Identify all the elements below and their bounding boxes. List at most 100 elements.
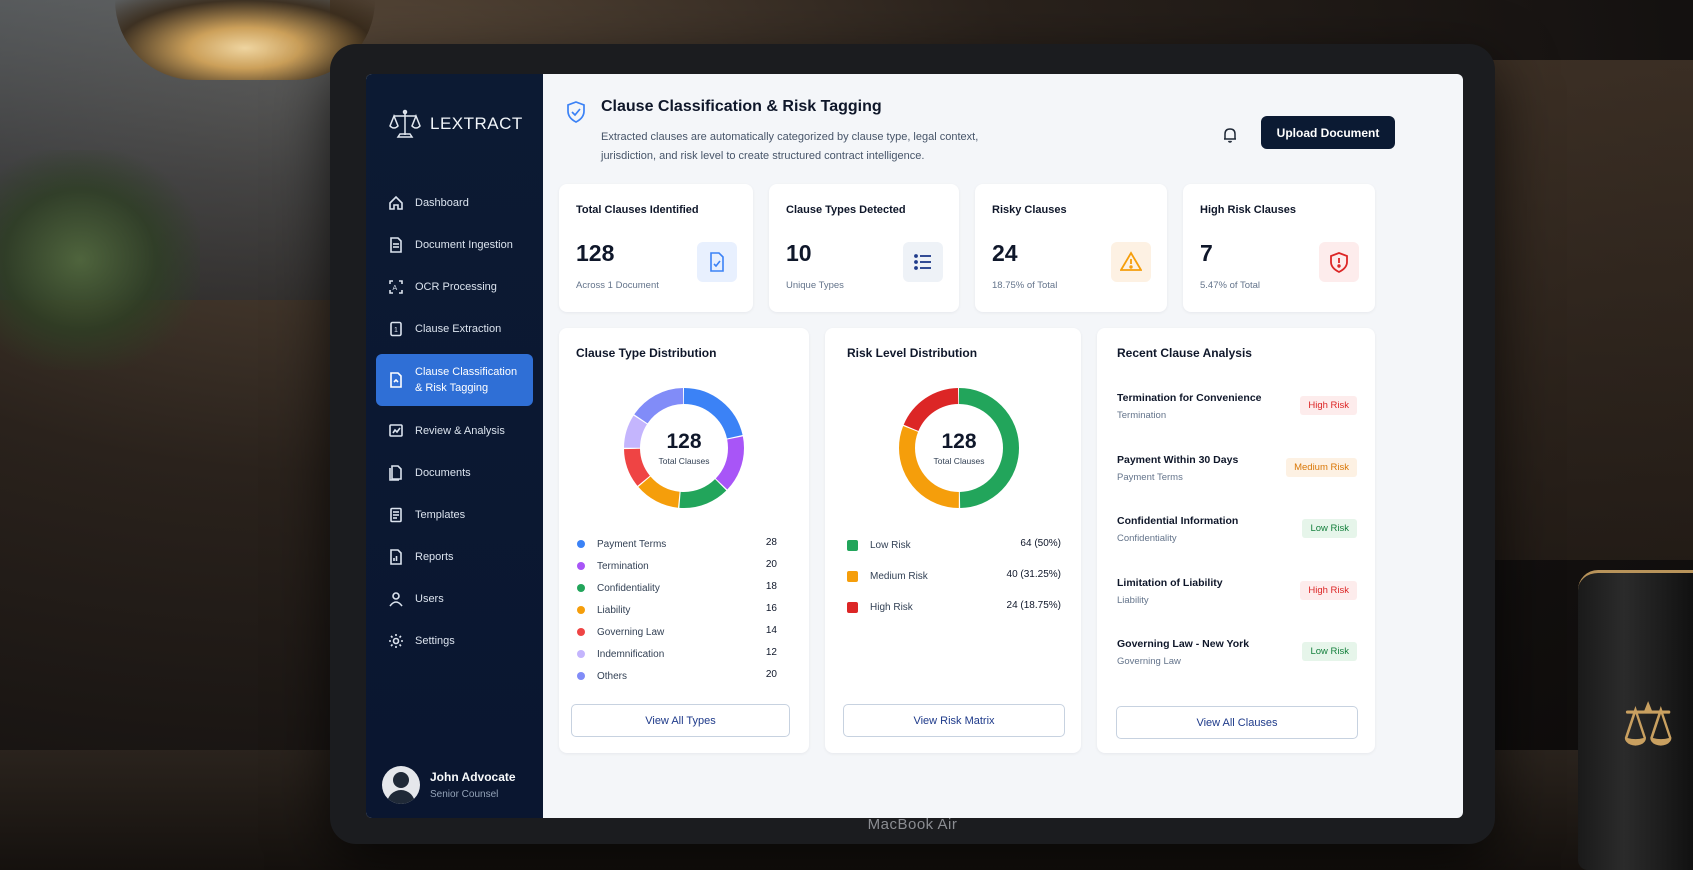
clause-title: Payment Within 30 Days [1117, 453, 1239, 466]
sidebar-item-ocr-processing[interactable]: A OCR Processing [376, 266, 533, 308]
legend-dot [577, 562, 585, 570]
sidebar-item-reports[interactable]: Reports [376, 536, 533, 578]
clause-type: Payment Terms [1117, 471, 1183, 483]
donut-total-label: Total Clauses [933, 456, 985, 466]
legend-swatch [847, 601, 858, 613]
sidebar-item-label: Documents [415, 467, 471, 479]
sidebar-item-label: Settings [415, 635, 455, 647]
svg-text:1: 1 [394, 327, 398, 334]
donut-center: 128 Total Clauses [897, 430, 1021, 466]
coffee-mug [1578, 570, 1693, 870]
stat-card-clause-types: Clause Types Detected 10 Unique Types [769, 184, 959, 312]
risk-badge: High Risk [1300, 396, 1357, 415]
panel-title: Recent Clause Analysis [1117, 346, 1252, 360]
clause-type: Governing Law [1117, 656, 1181, 667]
legend-value: 64 (50%) [1020, 538, 1061, 549]
legend-label: Medium Risk [870, 570, 928, 582]
legend-dot [577, 606, 585, 614]
scales-icon: ⚖ [1621, 690, 1675, 760]
stat-value: 7 [1200, 240, 1213, 266]
legend-value: 28 [765, 537, 777, 548]
risk-badge: Low Risk [1302, 642, 1357, 661]
sidebar-item-document-ingestion[interactable]: Document Ingestion [376, 224, 533, 266]
clause-row[interactable]: Termination for Convenience Termination Hi… [1117, 392, 1357, 432]
warning-icon [1111, 242, 1151, 282]
clause-title: Confidential Information [1117, 515, 1239, 527]
sidebar-item-review-analysis[interactable]: Review & Analysis [376, 410, 533, 452]
clause-type-donut: 128 Total Clauses [622, 386, 746, 510]
scan-icon: A [389, 280, 403, 294]
legend-value: 14 [765, 625, 777, 636]
svg-text:A: A [393, 285, 398, 292]
risk-badge: Medium Risk [1286, 457, 1357, 477]
user-name: John Advocate [430, 770, 516, 784]
donut-total: 128 [666, 430, 702, 453]
laptop: MacBook Air LEXTRACT Dashboard [330, 44, 1495, 844]
reports-icon [390, 549, 402, 565]
view-all-types-button[interactable]: View All Types [571, 704, 790, 737]
shield-check-icon [567, 101, 585, 123]
legend-item: Others 20 [577, 669, 777, 683]
stat-card-high-risk: High Risk Clauses 7 5.47% of Total [1183, 184, 1375, 312]
sidebar-item-dashboard[interactable]: Dashboard [376, 182, 533, 224]
legend-label: Indemnification [597, 648, 665, 660]
scales-of-justice-icon [389, 109, 421, 138]
donut-total-label: Total Clauses [658, 456, 710, 466]
list-icon [903, 242, 943, 282]
panel-title: Risk Level Distribution [847, 346, 978, 360]
stat-label: Total Clauses Identified [576, 204, 699, 216]
sidebar-nav: Dashboard Document Ingestion A OCR Proce… [366, 182, 543, 662]
shield-alert-icon [1319, 242, 1359, 282]
recent-clause-analysis-panel: Recent Clause Analysis Termination for C… [1097, 328, 1375, 753]
file-icon [390, 237, 402, 253]
legend-item: Payment Terms 28 [577, 537, 777, 551]
stat-card-total-clauses: Total Clauses Identified 128 Across 1 Do… [559, 184, 753, 312]
clause-title: Termination for Convenience [1117, 392, 1262, 404]
upload-document-button[interactable]: Upload Document [1261, 116, 1395, 149]
legend-item: Low Risk 64 (50%) [847, 538, 1061, 552]
stat-card-risky-clauses: Risky Clauses 24 18.75% of Total [975, 184, 1167, 312]
clause-row[interactable]: Limitation of Liability Liability High Ris… [1117, 577, 1357, 617]
sidebar-item-documents[interactable]: Documents [376, 452, 533, 494]
sidebar-item-clause-extraction[interactable]: 1 Clause Extraction [376, 308, 533, 350]
clause-title: Governing Law - New York [1117, 638, 1250, 650]
risk-level-distribution-panel: Risk Level Distribution 128 Total Clause… [825, 328, 1081, 753]
stat-value: 24 [992, 240, 1018, 266]
template-icon [390, 507, 402, 523]
user-role: Senior Counsel [430, 789, 499, 800]
bell-icon[interactable] [1221, 126, 1239, 144]
stat-label: High Risk Clauses [1200, 204, 1296, 216]
view-risk-matrix-button[interactable]: View Risk Matrix [843, 704, 1065, 737]
sidebar-item-users[interactable]: Users [376, 578, 533, 620]
clause-type: Confidentiality [1117, 533, 1177, 544]
risk-level-slice-medium-risk [899, 388, 1019, 508]
clause-type-distribution-panel: Clause Type Distribution 128 Total Claus… [559, 328, 809, 753]
sidebar-item-settings[interactable]: Settings [376, 620, 533, 662]
clause-type: Liability [1117, 594, 1149, 606]
document-check-icon [697, 242, 737, 282]
legend-item: Governing Law 14 [577, 625, 777, 639]
user-icon [389, 592, 403, 607]
sidebar-item-clause-classification[interactable]: Clause Classification & Risk Tagging [376, 354, 533, 406]
sidebar-item-templates[interactable]: Templates [376, 494, 533, 536]
clause-row[interactable]: Payment Within 30 Days Payment Terms Mediu… [1117, 454, 1357, 494]
legend-value: 20 [765, 669, 777, 680]
background-plant [0, 150, 200, 370]
sidebar-item-label: OCR Processing [415, 281, 497, 293]
legend-value: 16 [765, 603, 777, 614]
clause-row[interactable]: Confidential Information Confidentiality L… [1117, 515, 1357, 555]
sidebar-item-label: Clause Classification & Risk Tagging [415, 365, 518, 395]
sidebar-item-label: Dashboard [415, 197, 469, 209]
legend-label: Governing Law [597, 626, 665, 638]
legend-swatch [847, 570, 858, 582]
stat-value: 128 [576, 240, 615, 266]
clause-row[interactable]: Governing Law - New York Governing Law Low… [1117, 638, 1357, 678]
view-all-clauses-button[interactable]: View All Clauses [1116, 706, 1358, 739]
clause-icon: 1 [390, 321, 402, 337]
stat-value: 10 [786, 240, 812, 266]
user-profile[interactable]: John Advocate Senior Counsel [366, 766, 543, 804]
legend-item: Confidentiality 18 [577, 581, 777, 595]
screen: LEXTRACT Dashboard Document Ingestion A … [366, 74, 1463, 818]
main-content: Clause Classification & Risk Tagging Ext… [543, 74, 1463, 818]
brand-name: LEXTRACT [430, 114, 523, 133]
